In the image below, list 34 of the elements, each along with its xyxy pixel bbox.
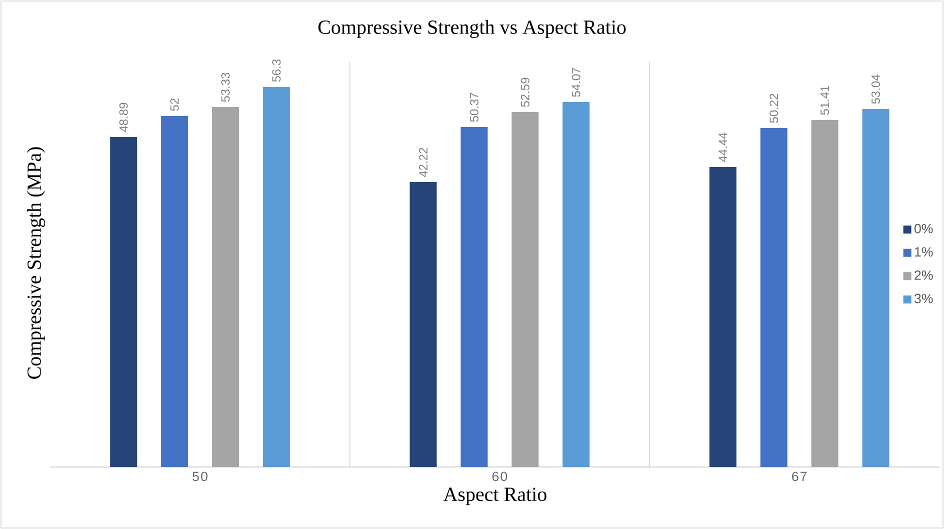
data-label: 42.22 (419, 148, 428, 178)
bar (562, 102, 590, 467)
bar (110, 136, 138, 467)
data-label: 50.37 (470, 92, 478, 122)
data-label: 52 (170, 98, 179, 111)
bar (262, 86, 290, 467)
x-tick-label: 60 (492, 472, 508, 482)
legend-label: 2% (914, 270, 933, 280)
data-label: 53.33 (221, 72, 230, 102)
data-label: 51.41 (820, 86, 829, 115)
legend-label: 1% (914, 247, 933, 257)
data-label: 48.89 (119, 102, 128, 132)
data-label: 53.04 (871, 74, 880, 104)
bar (410, 182, 437, 467)
x-tick-label: 67 (792, 472, 807, 482)
data-label: 44.44 (718, 132, 728, 162)
bar (811, 120, 838, 467)
data-label: 52.59 (520, 78, 530, 107)
data-label: 54.07 (572, 68, 580, 97)
legend-label: 0% (914, 224, 933, 234)
bar (709, 167, 736, 467)
bar (760, 128, 788, 467)
bar (512, 112, 539, 467)
bar (161, 116, 188, 467)
bar (460, 127, 488, 467)
x-axis-title: Aspect Ratio (443, 488, 546, 506)
legend-label: 3% (914, 294, 933, 304)
bar (212, 107, 239, 467)
y-axis-title: Compressive Strength (MPa) (26, 147, 46, 379)
data-label: 50.22 (770, 94, 778, 123)
data-label: 56.3 (272, 59, 281, 82)
x-tick-label: 50 (192, 472, 208, 482)
bar (862, 108, 890, 467)
chart-title: Compressive Strength vs Aspect Ratio (318, 20, 626, 38)
